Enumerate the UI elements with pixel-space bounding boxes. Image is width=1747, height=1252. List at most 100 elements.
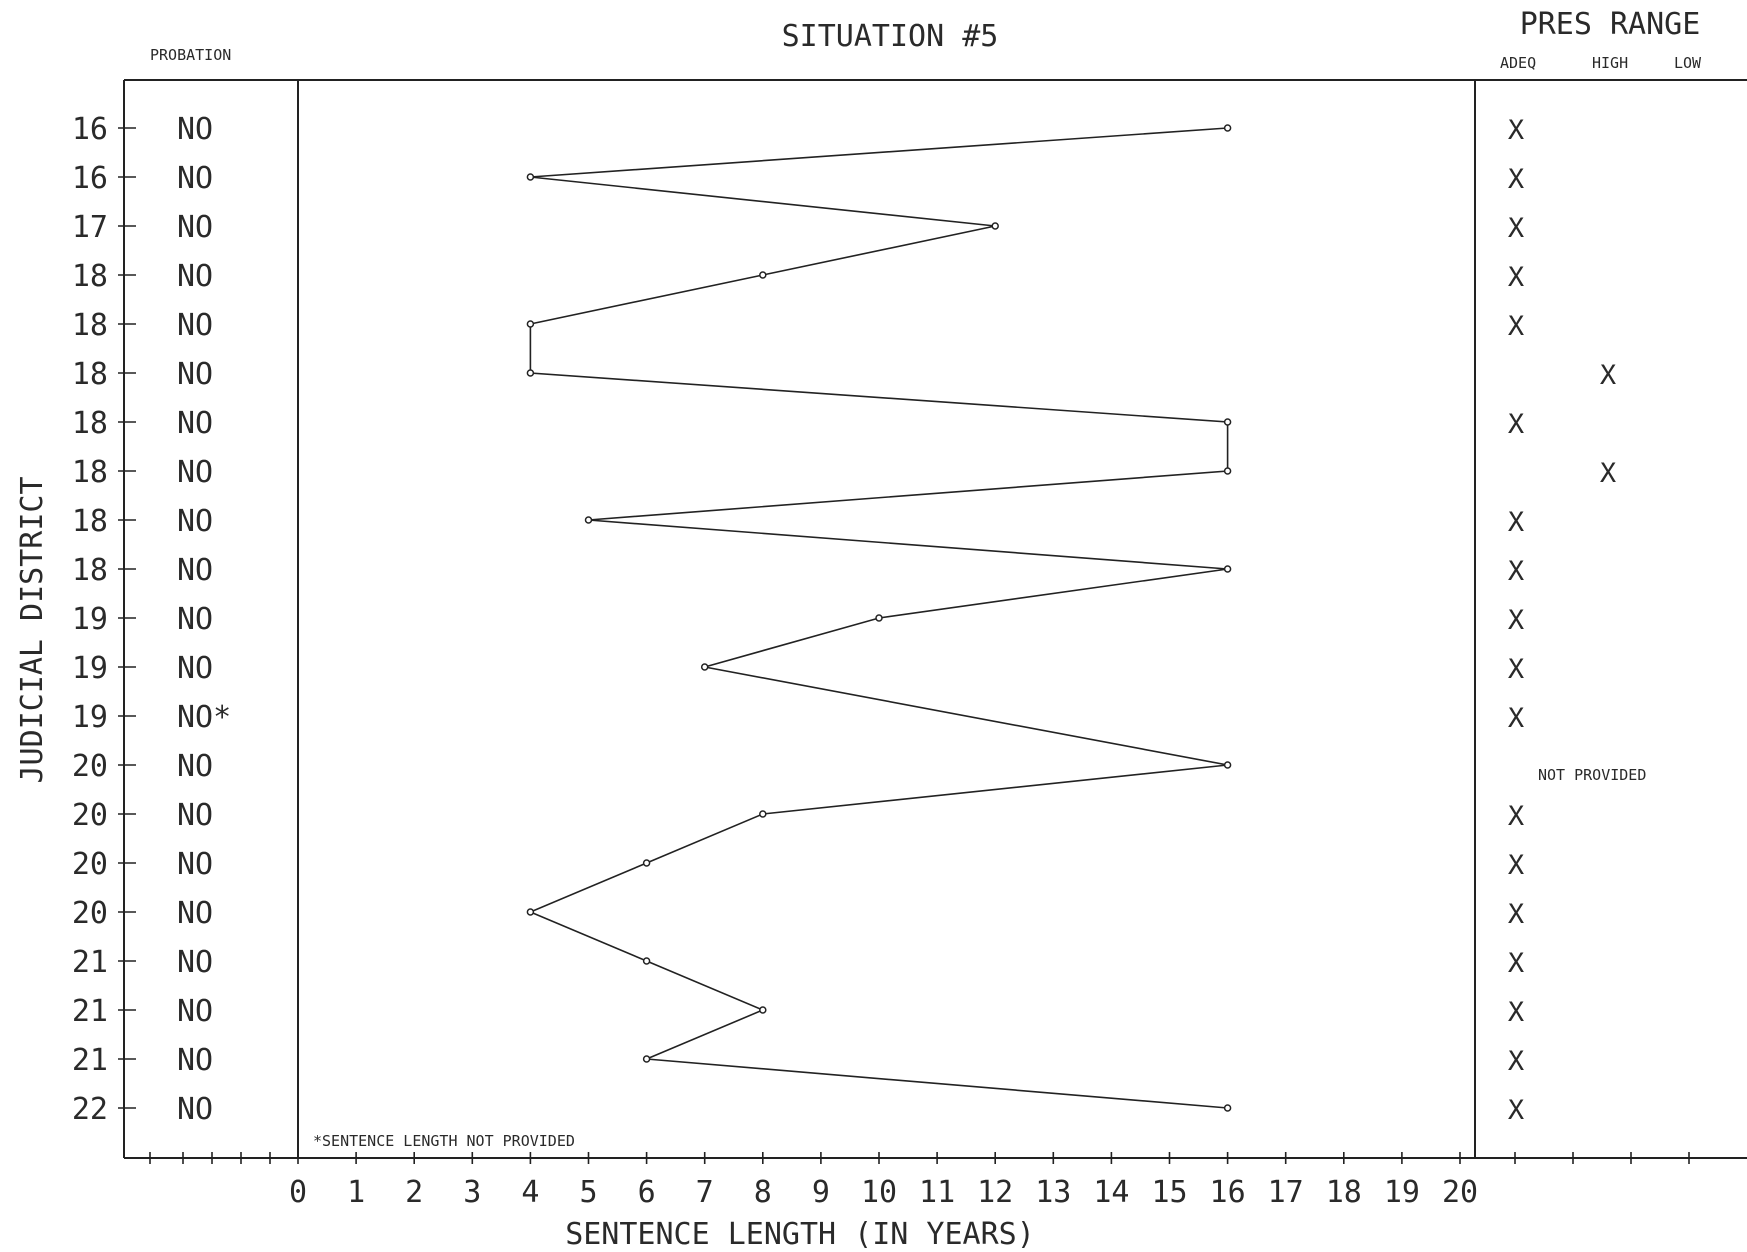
pres-mark-adeq: X xyxy=(1508,164,1524,195)
pres-mark-high: X xyxy=(1600,458,1616,489)
district-label: 20 xyxy=(72,896,108,931)
sentence-point xyxy=(1223,418,1232,426)
probation-label: NO xyxy=(177,308,213,343)
x-tick-label: 6 xyxy=(638,1175,656,1210)
x-tick-label: 3 xyxy=(463,1175,481,1210)
x-tick-label: 7 xyxy=(696,1175,714,1210)
pres-col-low: LOW xyxy=(1674,54,1702,72)
pres-mark-adeq: X xyxy=(1508,801,1524,832)
pres-mark-adeq: X xyxy=(1508,115,1524,146)
sentence-point xyxy=(1223,565,1232,573)
sentence-point xyxy=(526,320,535,328)
sentence-point xyxy=(759,810,767,818)
district-label: 18 xyxy=(72,357,108,392)
x-ticks: 0 1 2 3 4 5 6 7 8 9 10 11 12 13 14 15 16 17 18 19 20 xyxy=(149,1152,1690,1210)
probation-label: NO xyxy=(177,798,213,833)
pres-mark-adeq: X xyxy=(1508,556,1524,587)
probation-label: NO xyxy=(177,602,213,637)
x-tick-label: 9 xyxy=(812,1175,830,1210)
district-label: 22 xyxy=(72,1092,108,1127)
x-tick-label: 18 xyxy=(1326,1175,1362,1210)
sentence-point xyxy=(875,614,883,622)
y-axis-label: JUDICIAL DISTRICT xyxy=(15,476,50,783)
district-label: 19 xyxy=(72,602,108,637)
x-tick-label: 11 xyxy=(919,1175,955,1210)
district-label: 21 xyxy=(72,945,108,980)
pres-mark-adeq: X xyxy=(1508,899,1524,930)
probation-label: NO xyxy=(177,210,213,245)
x-axis-label: SENTENCE LENGTH (IN YEARS) xyxy=(565,1217,1035,1252)
probation-label: NO xyxy=(177,1092,213,1127)
x-tick-label: 20 xyxy=(1442,1175,1478,1210)
pres-mark-adeq: X xyxy=(1508,213,1524,244)
district-label: 18 xyxy=(72,406,108,441)
x-tick-label: 4 xyxy=(521,1175,539,1210)
sentence-point xyxy=(642,859,651,867)
probation-label: NO* xyxy=(177,700,231,735)
sentence-point xyxy=(642,1055,651,1063)
pres-not-provided: NOT PROVIDED xyxy=(1538,766,1646,784)
probation-label: NO xyxy=(177,749,213,784)
probation-label: NO xyxy=(177,945,213,980)
district-labels: 16 16 17 18 18 18 18 18 18 18 19 19 19 20 20 20 20 21 21 21… xyxy=(72,112,108,1127)
probation-label: NO xyxy=(177,406,213,441)
sentence-point xyxy=(526,173,535,181)
x-tick-label: 17 xyxy=(1268,1175,1304,1210)
pres-mark-adeq: X xyxy=(1508,409,1524,440)
sentence-point xyxy=(759,271,767,279)
sentence-point xyxy=(1223,761,1232,769)
sentence-point xyxy=(584,516,593,524)
series xyxy=(526,124,1232,1112)
y-ticks xyxy=(118,127,136,1109)
district-label: 18 xyxy=(72,553,108,588)
district-label: 16 xyxy=(72,161,108,196)
pres-mark-adeq: X xyxy=(1508,311,1524,342)
sentence-point xyxy=(642,957,651,965)
x-tick-label: 10 xyxy=(861,1175,897,1210)
sentence-point xyxy=(1223,124,1232,132)
probation-label: NO xyxy=(177,847,213,882)
probation-label: NO xyxy=(177,651,213,686)
district-label: 21 xyxy=(72,1043,108,1078)
x-tick-label: 15 xyxy=(1151,1175,1187,1210)
district-label: 19 xyxy=(72,700,108,735)
probation-label: NO xyxy=(177,259,213,294)
x-tick-label: 13 xyxy=(1035,1175,1071,1210)
district-label: 18 xyxy=(72,308,108,343)
district-label: 20 xyxy=(72,798,108,833)
pres-mark-adeq: X xyxy=(1508,654,1524,685)
pres-mark-adeq: X xyxy=(1508,605,1524,636)
probation-label: NO xyxy=(177,553,213,588)
district-label: 18 xyxy=(72,455,108,490)
district-label: 21 xyxy=(72,994,108,1029)
district-label: 18 xyxy=(72,259,108,294)
sentence-point xyxy=(526,369,535,377)
probation-labels: NO NO NO NO NO NO NO NO NO NO NO NO NO* NO NO NO NO NO NO N… xyxy=(177,112,231,1127)
sentence-point xyxy=(700,663,709,671)
pres-range-header: PRES RANGE xyxy=(1520,7,1701,42)
district-label: 19 xyxy=(72,651,108,686)
pres-mark-adeq: X xyxy=(1508,1046,1524,1077)
pres-mark-adeq: X xyxy=(1508,948,1524,979)
probation-label: NO xyxy=(177,504,213,539)
sentence-point xyxy=(526,908,535,916)
district-label: 18 xyxy=(72,504,108,539)
district-label: 20 xyxy=(72,749,108,784)
probation-label: NO xyxy=(177,455,213,490)
pres-mark-adeq: X xyxy=(1508,262,1524,293)
pres-col-adeq: ADEQ xyxy=(1500,54,1536,72)
sentence-point xyxy=(1223,467,1232,475)
sentence-point xyxy=(1223,1104,1232,1112)
x-tick-label: 5 xyxy=(579,1175,597,1210)
district-label: 17 xyxy=(72,210,108,245)
probation-header: PROBATION xyxy=(150,46,231,64)
x-tick-label: 19 xyxy=(1384,1175,1420,1210)
footnote: *SENTENCE LENGTH NOT PROVIDED xyxy=(313,1132,575,1150)
pres-mark-adeq: X xyxy=(1508,1095,1524,1126)
probation-label: NO xyxy=(177,896,213,931)
probation-label: NO xyxy=(177,112,213,147)
probation-label: NO xyxy=(177,994,213,1029)
district-label: 20 xyxy=(72,847,108,882)
